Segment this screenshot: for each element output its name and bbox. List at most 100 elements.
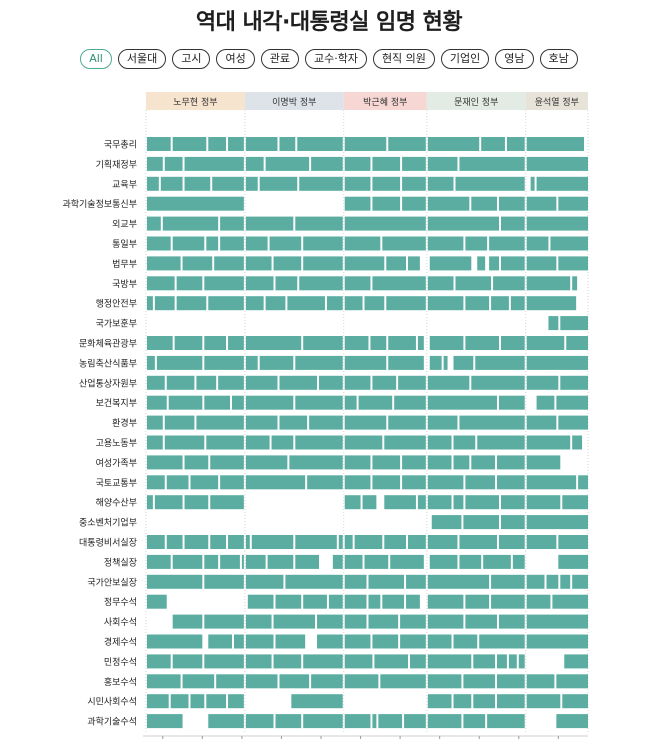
tenure-bar bbox=[455, 276, 492, 291]
tenure-bar bbox=[184, 495, 209, 510]
tenure-bar bbox=[233, 634, 244, 649]
tenure-bar bbox=[216, 674, 244, 689]
tenure-bar bbox=[303, 654, 343, 669]
tenure-bar bbox=[497, 694, 525, 709]
tenure-bar bbox=[172, 614, 203, 629]
tenure-bar bbox=[427, 395, 498, 410]
tenure-bar bbox=[146, 296, 153, 311]
filter-button-7[interactable]: 기업인 bbox=[440, 49, 490, 69]
tenure-bar bbox=[273, 256, 302, 271]
filter-button-5[interactable]: 교수·학자 bbox=[304, 49, 367, 69]
tenure-bar bbox=[374, 654, 409, 669]
tenure-bar bbox=[526, 296, 577, 311]
tenure-bar bbox=[427, 535, 458, 549]
tenure-bar bbox=[160, 176, 183, 191]
tenure-bar bbox=[166, 375, 195, 390]
tenure-bar bbox=[146, 216, 161, 231]
tenure-bar bbox=[156, 355, 203, 370]
tenure-bar bbox=[512, 554, 525, 569]
row-label: 사회수석 bbox=[104, 617, 137, 628]
tenure-bar bbox=[307, 475, 343, 490]
tenure-bar bbox=[182, 256, 213, 271]
tenure-bar bbox=[146, 554, 171, 569]
filter-button-6[interactable]: 현직 의원 bbox=[372, 49, 435, 69]
tenure-bar bbox=[497, 654, 507, 669]
tenure-bar bbox=[220, 236, 244, 251]
tenure-bar bbox=[477, 256, 486, 271]
tenure-bar bbox=[406, 594, 420, 609]
row-label: 대통령비서실장 bbox=[79, 537, 137, 549]
tenure-bar bbox=[204, 395, 231, 410]
filter-button-9[interactable]: 호남 bbox=[539, 49, 578, 69]
tenure-bar bbox=[443, 355, 448, 370]
tenure-bar bbox=[398, 375, 426, 390]
row-label: 과학기술수석 bbox=[87, 717, 137, 728]
tenure-bar bbox=[491, 296, 509, 311]
tenure-bar bbox=[182, 674, 215, 689]
tenure-bar bbox=[558, 256, 588, 271]
tenure-bar bbox=[380, 674, 426, 689]
tenure-bar bbox=[208, 296, 244, 311]
administration-band bbox=[145, 92, 245, 110]
tenure-bar bbox=[368, 614, 399, 629]
tenure-bar bbox=[208, 714, 244, 729]
tenure-bar bbox=[483, 554, 511, 569]
row-label: 홍보수석 bbox=[104, 676, 137, 688]
row-label: 교육부 bbox=[112, 179, 137, 190]
filter-button-3[interactable]: 여성 bbox=[216, 49, 255, 69]
tenure-bar bbox=[303, 256, 343, 271]
tenure-bar bbox=[526, 276, 571, 291]
tenure-bar bbox=[465, 495, 499, 510]
tenure-bar bbox=[245, 336, 302, 350]
filter-button-8[interactable]: 영남 bbox=[495, 49, 534, 69]
tenure-bar bbox=[368, 594, 381, 609]
tenure-bar bbox=[558, 554, 588, 569]
tenure-bar bbox=[196, 415, 244, 430]
tenure-bar bbox=[245, 256, 272, 271]
tenure-bar bbox=[406, 574, 426, 589]
tenure-bar bbox=[560, 574, 571, 589]
tenure-bar bbox=[267, 554, 294, 569]
tenure-bar bbox=[146, 654, 171, 669]
row-label: 통일부 bbox=[112, 239, 137, 250]
page-title: 역대 내각·대통령실 임명 현황 bbox=[195, 10, 463, 35]
tenure-bar bbox=[500, 256, 525, 271]
tenure-bar bbox=[204, 614, 244, 629]
tenure-bar bbox=[526, 694, 561, 709]
tenure-bar bbox=[402, 475, 426, 490]
administration-label: 노무현 정부 bbox=[173, 97, 217, 108]
tenure-bar bbox=[384, 435, 426, 450]
tenure-bar bbox=[204, 574, 244, 589]
tenure-bar bbox=[526, 674, 555, 689]
tenure-bar bbox=[530, 176, 535, 191]
tenure-bar bbox=[489, 236, 525, 251]
row-label: 산업통상자원부 bbox=[79, 378, 137, 389]
row-label: 문화체육관광부 bbox=[79, 338, 137, 350]
tenure-bar bbox=[526, 355, 588, 370]
row-label: 여성가족부 bbox=[96, 457, 137, 469]
tenure-bar bbox=[344, 634, 371, 649]
filter-button-0[interactable]: All bbox=[80, 49, 112, 69]
tenure-bar bbox=[465, 296, 490, 311]
tenure-bar bbox=[402, 455, 426, 470]
tenure-bar bbox=[471, 455, 496, 470]
tenure-bar bbox=[526, 196, 557, 211]
tenure-bar bbox=[572, 276, 578, 291]
tenure-bar bbox=[429, 355, 442, 370]
tenure-bar bbox=[146, 594, 167, 609]
tenure-bar bbox=[146, 455, 183, 470]
tenure-bar bbox=[372, 276, 426, 291]
filter-button-4[interactable]: 관료 bbox=[260, 49, 299, 69]
filter-button-2[interactable]: 고시 bbox=[172, 49, 211, 69]
tenure-bar bbox=[427, 495, 452, 510]
tenure-bar bbox=[279, 674, 310, 689]
tenure-bar bbox=[172, 654, 203, 669]
tenure-bar bbox=[245, 375, 278, 390]
tenure-bar bbox=[146, 236, 171, 251]
tenure-bar bbox=[526, 415, 557, 430]
tenure-bar bbox=[536, 395, 555, 410]
tenure-bar bbox=[285, 574, 343, 589]
filter-button-1[interactable]: 서울대 bbox=[117, 49, 167, 69]
tenure-bar bbox=[146, 694, 169, 709]
tenure-bar bbox=[273, 654, 302, 669]
